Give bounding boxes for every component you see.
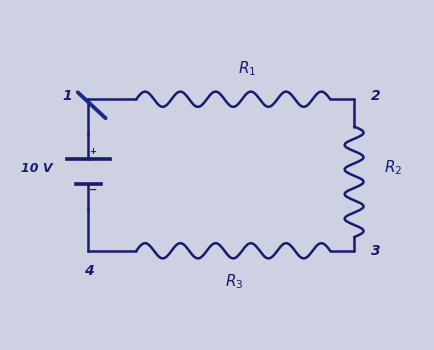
Text: $R_2$: $R_2$ [384, 159, 402, 177]
Text: $R_3$: $R_3$ [225, 272, 243, 291]
Text: 4: 4 [84, 265, 93, 279]
Text: $R_1$: $R_1$ [238, 59, 256, 78]
Text: +: + [89, 147, 96, 156]
Text: 3: 3 [371, 244, 380, 258]
Text: −: − [89, 186, 97, 195]
Text: 1: 1 [62, 89, 72, 103]
Text: 10 V: 10 V [21, 162, 53, 175]
Text: 2: 2 [371, 89, 380, 103]
